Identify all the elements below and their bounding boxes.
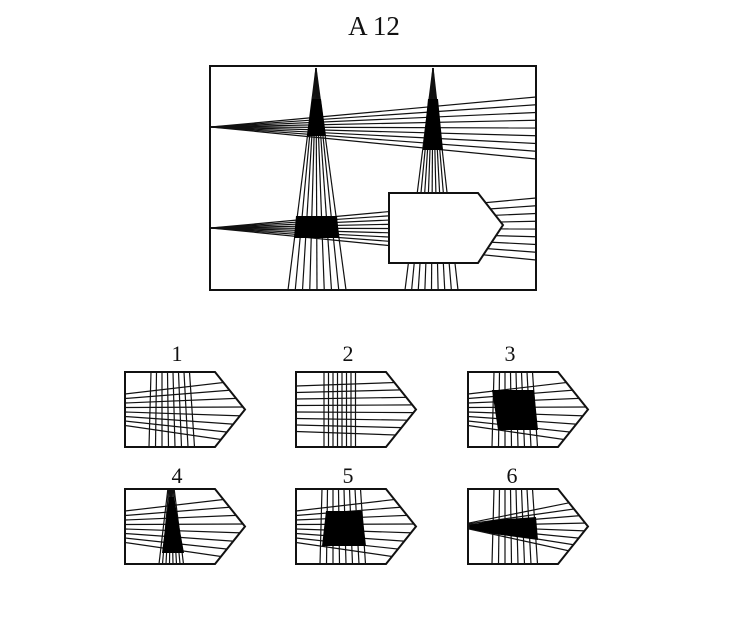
horizontal-beam-line: [125, 420, 245, 435]
answer-option-2[interactable]: 2: [295, 341, 418, 448]
vertical-beam-line: [183, 372, 189, 447]
answer-option-3[interactable]: 3: [467, 341, 590, 448]
option-label: 1: [172, 341, 183, 366]
horizontal-beam-line: [125, 424, 245, 444]
vertical-beam-line: [188, 372, 196, 447]
option-label: 4: [172, 463, 183, 488]
answer-option-1[interactable]: 1: [124, 341, 247, 448]
horizontal-beam-line: [210, 126, 537, 137]
option-label: 3: [505, 341, 516, 366]
missing-piece-slot: [388, 192, 505, 264]
vertical-beam-line: [491, 372, 495, 447]
matrix-panel: [209, 65, 537, 291]
puzzle-title: A 12: [348, 11, 400, 41]
horizontal-beam-line: [210, 126, 537, 145]
horizontal-beam-line: [125, 415, 245, 426]
option-label: 2: [343, 341, 354, 366]
horizontal-beam-line: [210, 119, 537, 128]
overlap-block: [470, 517, 538, 540]
vertical-beam-line: [148, 372, 152, 447]
vertical-beam-line: [154, 372, 158, 447]
horizontal-beam-line: [125, 514, 245, 521]
answer-option-5[interactable]: 5: [295, 463, 418, 565]
option-outline: [467, 488, 590, 565]
option-outline: [295, 371, 418, 448]
horizontal-beam-line: [210, 126, 537, 160]
option-outline: [467, 371, 590, 448]
horizontal-beam-line: [125, 532, 245, 543]
vertical-beam-line: [177, 372, 183, 447]
overlap-block: [162, 497, 184, 553]
horizontal-beam-line: [125, 528, 245, 534]
answer-options: 1 2 3 4 5 6: [124, 341, 590, 565]
option-outline: [295, 488, 418, 565]
horizontal-beam-line: [210, 104, 537, 128]
horizontal-beam-line: [125, 505, 245, 517]
horizontal-beam-line: [210, 126, 537, 152]
overlap-block: [322, 511, 366, 546]
option-beams: [468, 489, 588, 564]
horizontal-beam-line: [125, 541, 245, 561]
horizontal-beam-line: [210, 96, 537, 128]
option-beams: [468, 372, 588, 447]
horizontal-beam-line: [210, 111, 537, 128]
horizontal-beam-line: [125, 411, 245, 417]
option-beams: [125, 372, 245, 447]
overlap-block: [294, 216, 339, 238]
vertical-beam-line: [319, 489, 323, 564]
vertical-beam-line: [166, 372, 170, 447]
horizontal-beam-line: [210, 126, 537, 129]
answer-option-4[interactable]: 4: [124, 463, 247, 565]
horizontal-beam-line: [125, 523, 245, 526]
overlap-block: [307, 99, 326, 136]
option-outline: [124, 371, 247, 448]
option-outline: [124, 488, 247, 565]
option-beams: [125, 489, 245, 564]
horizontal-beam-line: [125, 406, 245, 409]
option-beams: [296, 372, 416, 447]
overlap-block: [423, 99, 443, 150]
overlap-block: [492, 390, 538, 430]
vertical-beam-line: [158, 489, 169, 564]
answer-option-6[interactable]: 6: [467, 463, 590, 565]
option-beams: [296, 489, 416, 564]
option-label: 5: [343, 463, 354, 488]
option-label: 6: [507, 463, 518, 488]
vertical-beam-line: [172, 372, 176, 447]
horizontal-beam-line: [125, 537, 245, 552]
